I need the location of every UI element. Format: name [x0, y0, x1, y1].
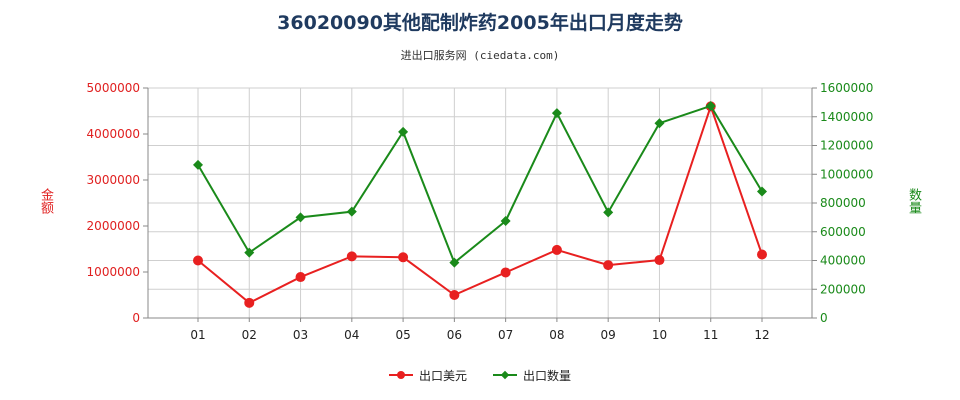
x-axis-tick-label: 02 — [242, 328, 257, 342]
series-1-point — [757, 186, 767, 197]
series-1-point — [244, 247, 255, 258]
right-axis-tick-label: 0 — [820, 311, 828, 325]
right-axis-tick-label: 200000 — [820, 282, 866, 296]
series-1-point — [603, 207, 614, 218]
legend-label-series-0: 出口美元 — [418, 368, 467, 383]
series-0-point — [193, 255, 203, 266]
right-axis-tick-label: 1400000 — [820, 110, 873, 124]
x-axis-tick-label: 08 — [549, 328, 564, 342]
legend-swatch-series-1 — [493, 370, 517, 380]
series-0-point — [757, 249, 767, 260]
series-1-point — [449, 257, 460, 268]
legend-item-series-1[interactable]: 出口数量 — [493, 366, 571, 384]
x-axis-tick-label: 04 — [344, 328, 359, 342]
series-1-point — [295, 212, 306, 223]
series-1-point — [346, 206, 357, 217]
chart-title: 36020090其他配制炸药2005年出口月度走势 — [277, 12, 683, 34]
right-axis-tick-label: 1200000 — [820, 139, 873, 153]
series-1-point — [705, 100, 716, 111]
chart-subtitle: 进出口服务网 (ciedata.com) — [400, 49, 560, 62]
series-0-point — [500, 267, 511, 278]
series-1-point — [398, 126, 409, 137]
series-0-point — [346, 251, 357, 262]
left-axis-tick-label: 0 — [132, 311, 140, 325]
series-line-1 — [197, 104, 763, 265]
series-1-point — [654, 118, 665, 129]
x-axis-tick-label: 12 — [754, 328, 769, 342]
series-0-point — [603, 260, 614, 271]
chart-legend: 出口美元 出口数量 — [0, 366, 960, 384]
series-1-point — [193, 159, 203, 170]
series-0-point — [654, 255, 665, 266]
series-0-point — [244, 297, 255, 308]
left-axis-tick-label: 5000000 — [87, 81, 140, 95]
legend-swatch-series-0 — [388, 371, 413, 379]
right-axis-tick-label: 400000 — [820, 254, 866, 268]
left-axis-tick-label: 4000000 — [87, 127, 140, 141]
legend-item-series-0[interactable]: 出口美元 — [388, 366, 467, 384]
series-1-point — [551, 108, 562, 119]
left-axis-tick-label: 3000000 — [87, 173, 140, 187]
x-axis-tick-label: 03 — [293, 328, 308, 342]
legend-label-series-1: 出口数量 — [523, 368, 572, 383]
right-axis-tick-label: 800000 — [820, 196, 866, 210]
x-axis-tick-label: 10 — [652, 328, 667, 342]
x-axis-tick-label: 11 — [703, 328, 718, 342]
x-axis-tick-label: 07 — [498, 328, 513, 342]
x-axis-tick-label: 09 — [601, 328, 616, 342]
x-axis-tick-label: 06 — [447, 328, 462, 342]
series-0-point — [551, 244, 562, 255]
right-axis-tick-label: 600000 — [820, 225, 866, 239]
series-line-0 — [197, 103, 763, 305]
left-axis-tick-label: 2000000 — [87, 219, 140, 233]
right-axis-tick-label: 1600000 — [820, 81, 873, 95]
left-axis-label: 金额 — [38, 188, 53, 214]
right-axis-label: 数量 — [906, 188, 921, 214]
series-0-point — [295, 272, 306, 283]
series-0-point — [398, 252, 409, 263]
x-axis-tick-label: 05 — [395, 328, 410, 342]
x-axis-tick-label: 01 — [190, 328, 205, 342]
series-1-point — [500, 215, 511, 226]
series-0-point — [449, 290, 460, 300]
right-axis-tick-label: 1000000 — [820, 167, 873, 181]
left-axis-tick-label: 1000000 — [87, 265, 140, 279]
